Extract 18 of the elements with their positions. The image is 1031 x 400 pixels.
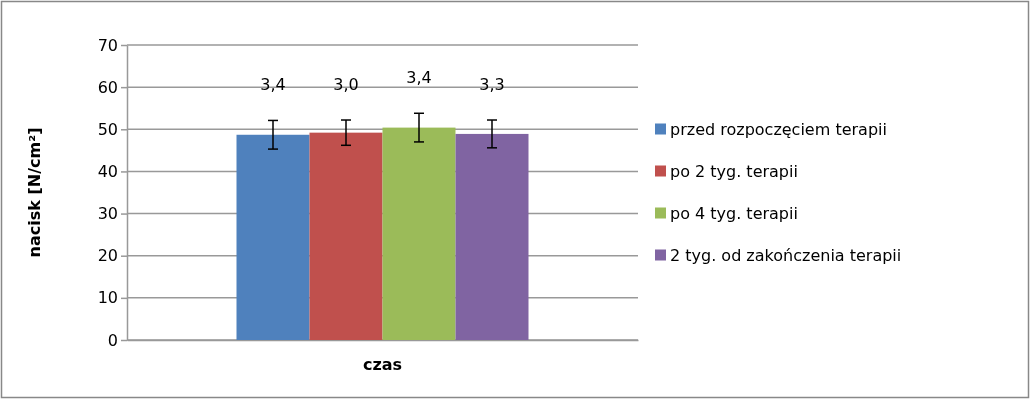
y-tick-label: 20 [97,246,118,266]
y-tick-label: 0 [107,330,118,350]
y-tick-label: 60 [97,77,118,97]
x-axis-title: czas [362,355,403,374]
y-tick-label: 50 [97,119,118,139]
y-axis-title: nacisk [N/cm²] [25,127,44,258]
legend-label: 2 tyg. od zakończenia terapii [670,245,902,265]
y-tick-label: 70 [97,35,118,55]
legend-label: po 4 tyg. terapii [670,203,798,223]
legend-label: po 2 tyg. terapii [670,161,798,181]
y-tick-label: 30 [97,204,118,224]
annotation: 3,3 [479,75,505,95]
legend-label: przed rozpoczęciem terapii [670,119,887,139]
annotation: 3,4 [260,75,286,95]
annotation: 3,0 [333,75,359,95]
annotation: 3,4 [406,68,432,88]
y-tick-label: 10 [97,288,118,308]
y-tick-label: 40 [97,162,118,182]
